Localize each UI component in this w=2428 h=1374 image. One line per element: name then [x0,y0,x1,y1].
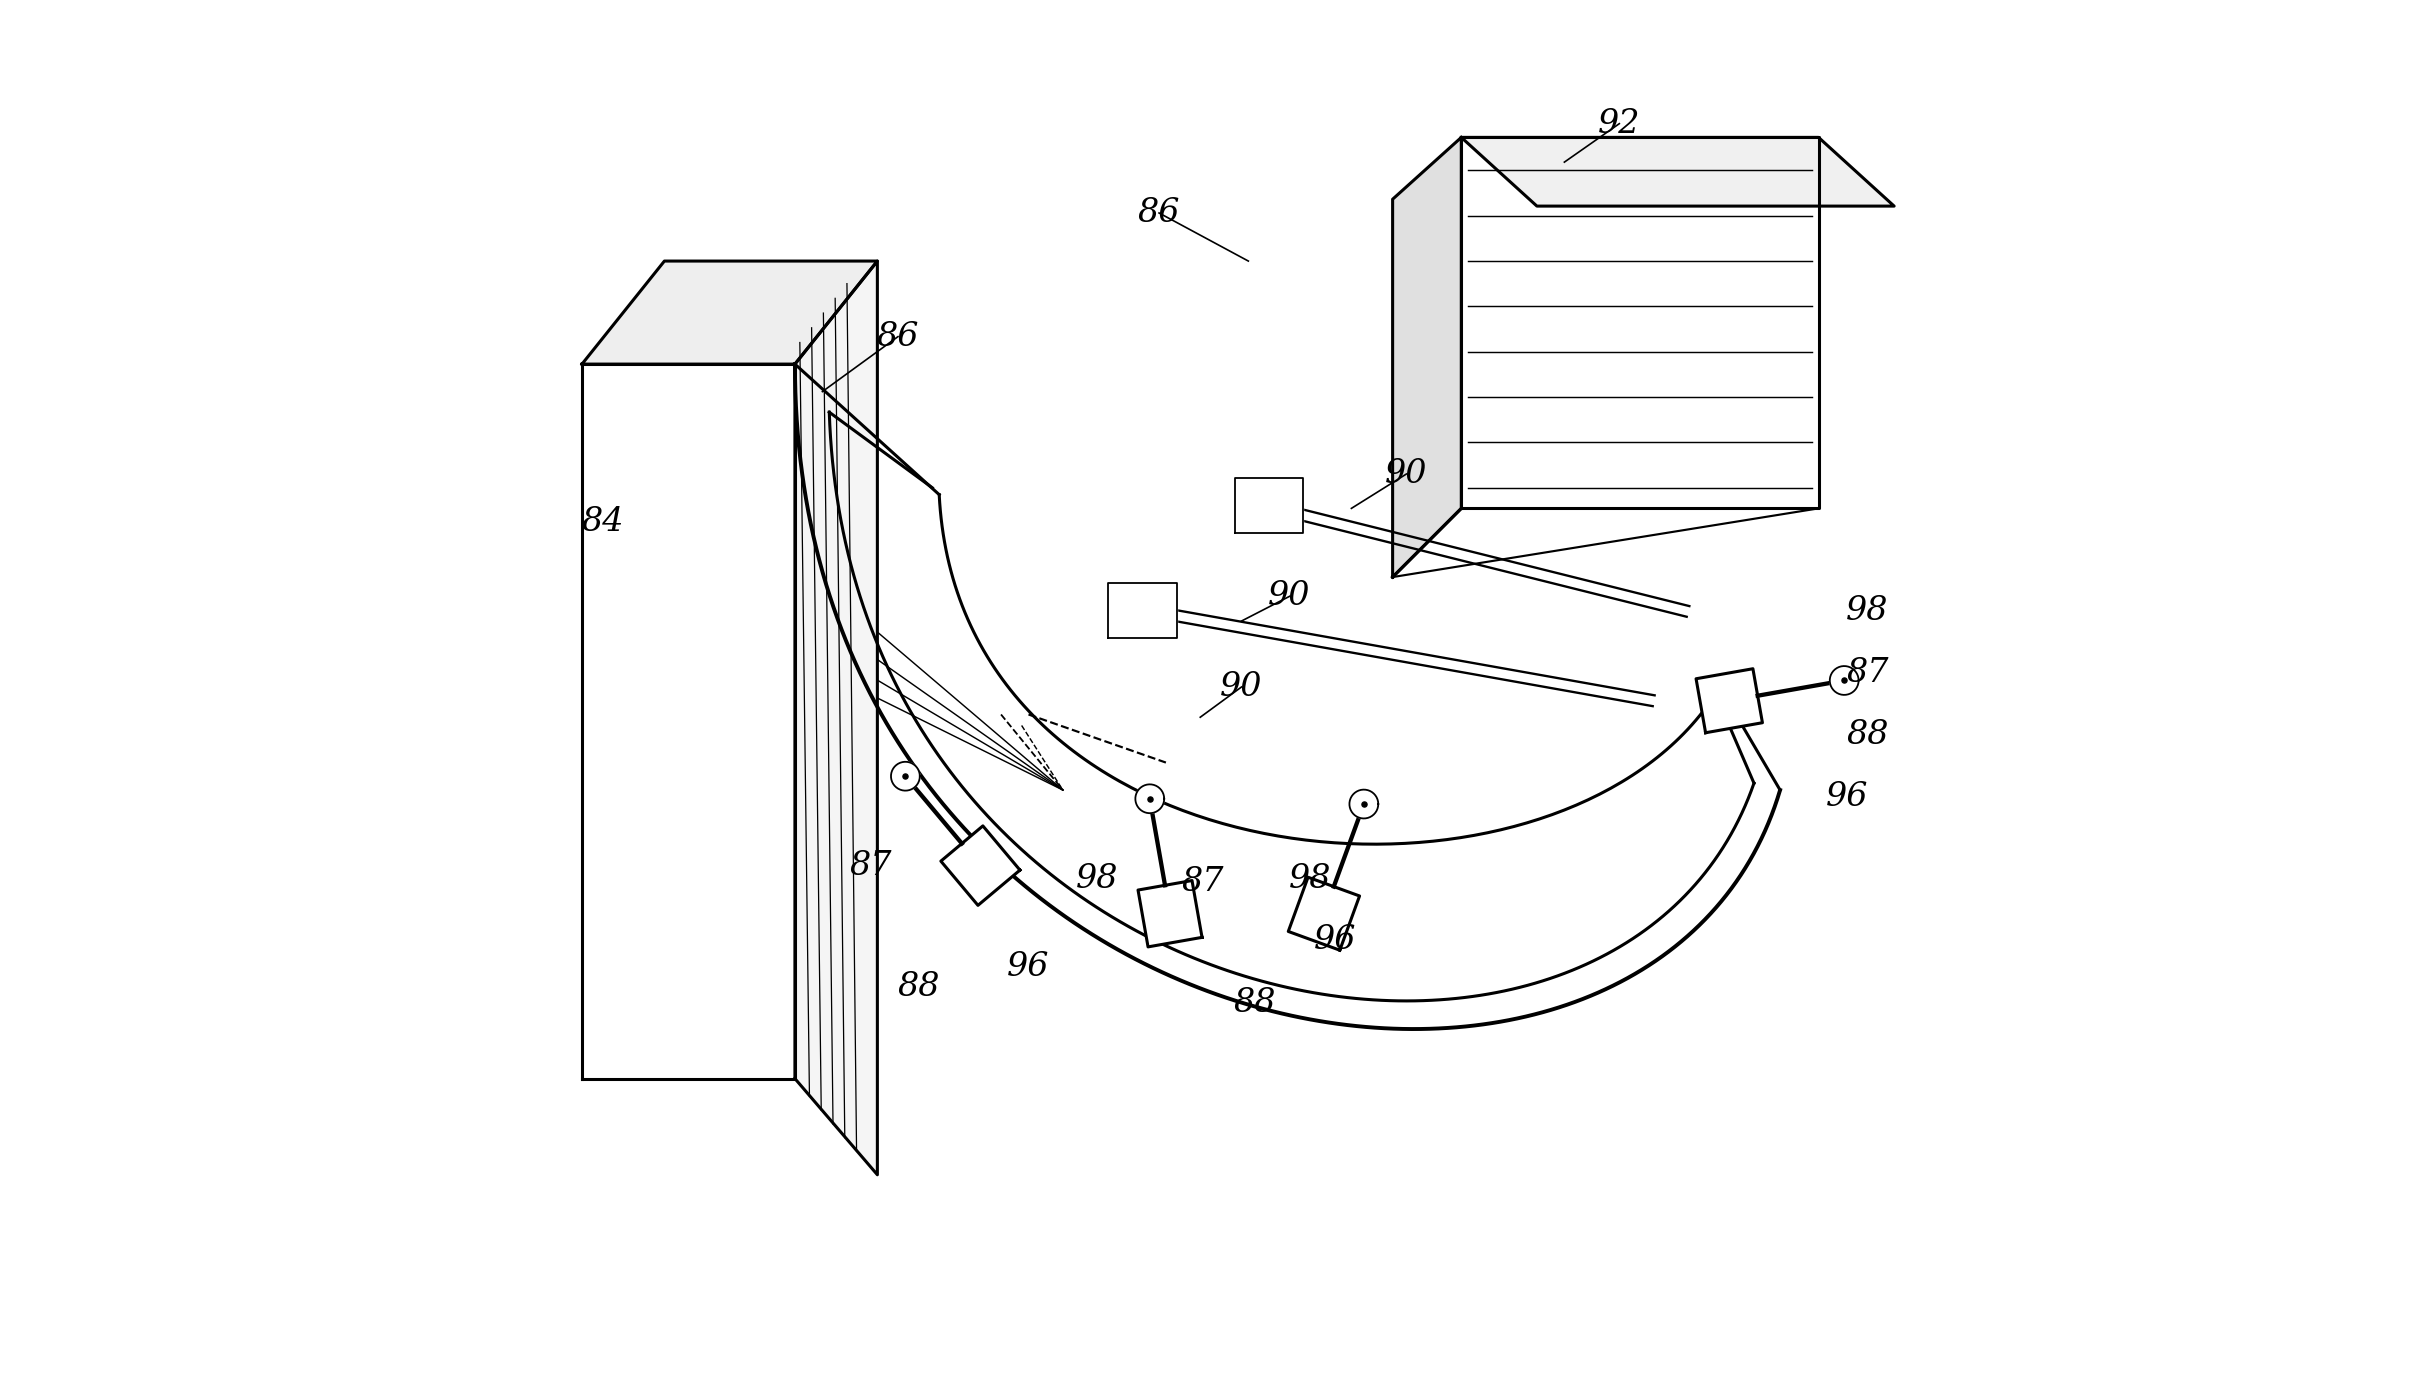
Polygon shape [1697,669,1763,732]
Polygon shape [942,826,1020,905]
Text: 88: 88 [1845,719,1889,752]
Polygon shape [1233,478,1304,533]
Polygon shape [1462,137,1819,508]
Polygon shape [794,261,877,1175]
Polygon shape [830,412,1753,1000]
Text: 86: 86 [877,320,920,353]
Text: 98: 98 [1845,595,1889,628]
Polygon shape [1394,137,1462,577]
Text: 96: 96 [1008,951,1049,984]
Polygon shape [1136,785,1163,813]
Text: 98: 98 [1076,863,1119,896]
Text: 90: 90 [1221,671,1263,703]
Text: 90: 90 [1267,580,1311,613]
Polygon shape [583,261,877,364]
Polygon shape [1139,881,1202,947]
Text: 88: 88 [1233,987,1277,1020]
Polygon shape [583,364,794,1079]
Polygon shape [1831,666,1857,695]
Polygon shape [1107,583,1178,638]
Text: 87: 87 [1182,866,1224,899]
Text: 96: 96 [1314,923,1357,956]
Polygon shape [891,761,920,790]
Text: 88: 88 [898,970,940,1003]
Text: 84: 84 [580,506,624,539]
Polygon shape [1462,137,1894,206]
Polygon shape [940,495,1719,844]
Text: 96: 96 [1826,780,1867,813]
Text: 92: 92 [1598,107,1641,140]
Text: 87: 87 [1845,657,1889,690]
Text: 98: 98 [1289,863,1331,896]
Polygon shape [1289,877,1360,951]
Text: 90: 90 [1384,458,1428,491]
Text: 87: 87 [850,849,891,882]
Text: 86: 86 [1139,196,1180,229]
Polygon shape [1350,790,1379,819]
